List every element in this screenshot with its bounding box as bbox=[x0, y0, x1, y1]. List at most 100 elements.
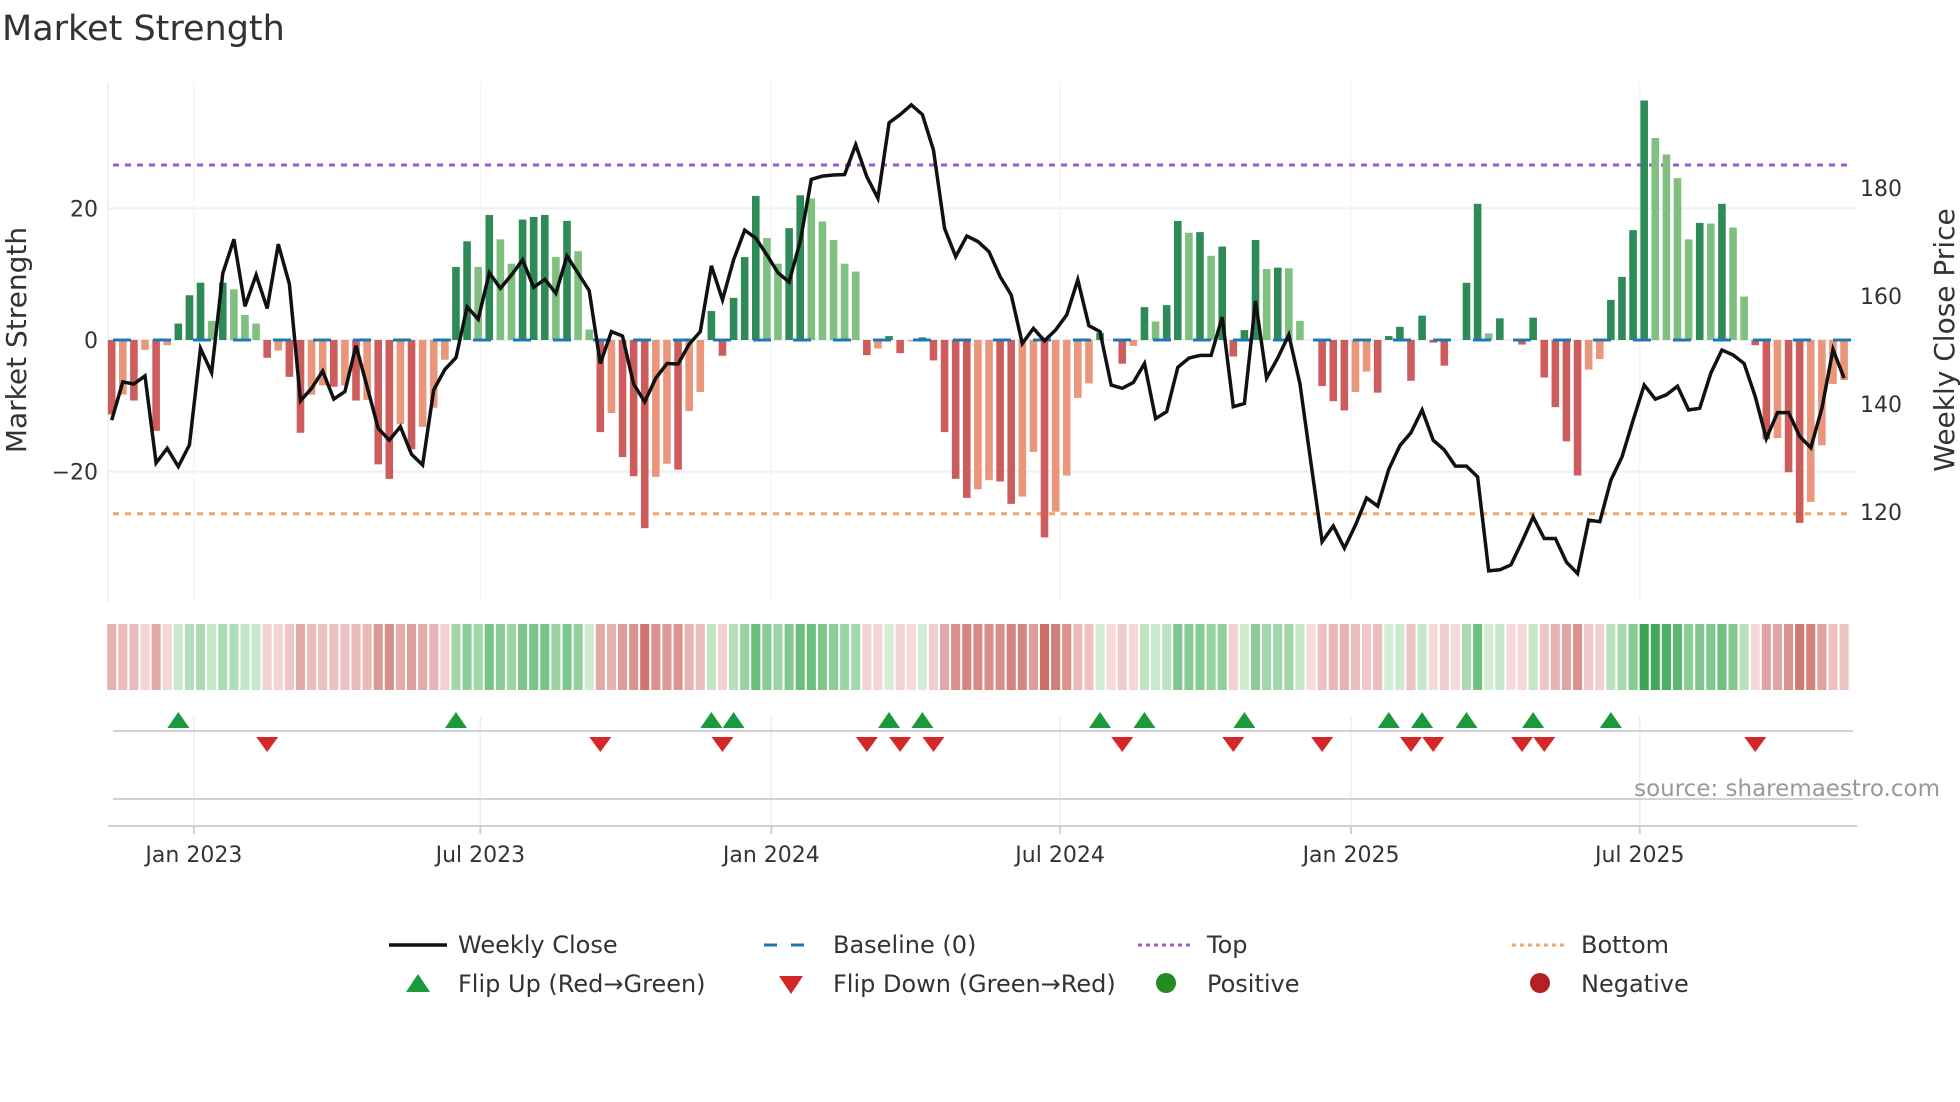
y2-tick-label: 120 bbox=[1860, 501, 1902, 526]
heat-cell bbox=[617, 624, 628, 690]
strength-bar bbox=[807, 198, 816, 340]
strength-bar bbox=[385, 340, 394, 479]
strength-bar bbox=[1629, 230, 1637, 340]
strength-bar bbox=[1695, 222, 1704, 340]
legend-item-bottom[interactable]: Bottom bbox=[1512, 931, 1669, 959]
heat-cell bbox=[1639, 624, 1649, 690]
y2-tick-label: 160 bbox=[1860, 285, 1902, 310]
heat-cell bbox=[451, 624, 461, 690]
strength-bar bbox=[596, 340, 605, 433]
strength-bar bbox=[1407, 340, 1415, 381]
y2-axis-label: Weekly Close Price bbox=[1928, 208, 1960, 471]
strength-bar bbox=[585, 329, 594, 340]
flip-up-marker bbox=[167, 712, 190, 728]
heat-cell bbox=[1228, 624, 1238, 690]
strength-bar bbox=[607, 340, 616, 414]
heat-cell bbox=[1750, 624, 1760, 690]
strength-bar bbox=[263, 340, 271, 358]
strength-bar bbox=[1396, 326, 1404, 340]
strength-bar bbox=[996, 340, 1004, 482]
heat-cell bbox=[1428, 624, 1438, 690]
heat-cell bbox=[1184, 624, 1194, 690]
legend-label: Top bbox=[1206, 931, 1248, 959]
flip-up-marker bbox=[1455, 712, 1478, 728]
strength-bar bbox=[474, 266, 482, 340]
heat-cell bbox=[1439, 624, 1449, 690]
flip-down-marker bbox=[589, 737, 612, 752]
heat-cell bbox=[406, 624, 417, 690]
heat-cell bbox=[662, 624, 672, 690]
x-tick-label: Jul 2025 bbox=[1593, 843, 1685, 868]
legend-item-top[interactable]: Top bbox=[1138, 931, 1248, 959]
strength-bar bbox=[851, 271, 860, 340]
strength-bar bbox=[330, 340, 338, 387]
legend-item-flip-down[interactable]: Flip Down (Green→Red) bbox=[779, 970, 1116, 998]
circle-negative-icon bbox=[1530, 973, 1550, 993]
legend-item-flip-up[interactable]: Flip Up (Red→Green) bbox=[406, 970, 706, 998]
legend-label: Baseline (0) bbox=[833, 931, 976, 959]
flip-markers bbox=[167, 712, 1767, 752]
heat-cell bbox=[584, 624, 594, 690]
legend-item-baseline[interactable]: Baseline (0) bbox=[764, 931, 976, 959]
strength-bar bbox=[751, 195, 760, 340]
strength-bar bbox=[1473, 203, 1482, 340]
heat-cell bbox=[495, 624, 505, 690]
heat-cell bbox=[928, 624, 939, 690]
strength-heat-strip bbox=[107, 624, 1849, 690]
strength-bar bbox=[1140, 307, 1149, 340]
heat-cell bbox=[240, 624, 250, 690]
heat-cell bbox=[484, 624, 494, 690]
strength-bar bbox=[1129, 340, 1138, 346]
strength-bar bbox=[396, 340, 405, 425]
strength-bar bbox=[1673, 178, 1682, 340]
legend-item-positive[interactable]: Positive bbox=[1156, 970, 1300, 998]
heat-cell bbox=[984, 624, 994, 690]
heat-cell bbox=[273, 624, 283, 690]
strength-bar bbox=[1329, 340, 1338, 402]
strength-bar bbox=[141, 340, 149, 350]
heat-cell bbox=[784, 624, 794, 690]
flip-up-marker bbox=[1133, 712, 1156, 728]
strength-bar bbox=[1074, 340, 1082, 398]
strength-bar bbox=[152, 340, 160, 431]
legend-item-weekly-close[interactable]: Weekly Close bbox=[389, 931, 618, 959]
strength-bar bbox=[1240, 330, 1249, 340]
heat-cell bbox=[1373, 624, 1383, 690]
heat-cell bbox=[1339, 624, 1349, 690]
x-tick-label: Jan 2025 bbox=[1301, 843, 1400, 868]
strength-bar bbox=[552, 257, 560, 340]
strength-bar bbox=[119, 340, 127, 395]
heat-cell bbox=[1295, 624, 1305, 690]
strength-bar bbox=[796, 195, 805, 340]
y-tick-label: 0 bbox=[84, 329, 98, 354]
heat-cell bbox=[595, 624, 605, 690]
legend-item-negative[interactable]: Negative bbox=[1530, 970, 1689, 998]
strength-bar bbox=[1285, 268, 1293, 340]
heat-cell bbox=[806, 624, 816, 690]
strength-bar bbox=[285, 340, 294, 377]
strength-bar bbox=[374, 340, 383, 465]
heat-cell bbox=[1528, 624, 1538, 690]
strength-bar bbox=[1373, 340, 1382, 393]
strength-bar bbox=[1518, 340, 1526, 345]
heat-cell bbox=[1617, 624, 1627, 690]
heat-cell bbox=[218, 624, 228, 690]
heat-cell bbox=[851, 624, 861, 690]
strength-bar bbox=[1573, 340, 1582, 476]
heat-cell bbox=[673, 624, 683, 690]
strength-bar bbox=[663, 340, 671, 464]
strength-bar bbox=[1540, 340, 1549, 378]
strength-bar bbox=[407, 340, 416, 450]
heat-cell bbox=[1606, 624, 1616, 690]
strength-bar bbox=[1296, 320, 1304, 340]
heat-cell bbox=[195, 624, 206, 690]
heat-cell bbox=[329, 624, 339, 690]
heat-cell bbox=[362, 624, 372, 690]
strength-bar bbox=[574, 251, 582, 340]
heat-cell bbox=[518, 624, 528, 690]
heat-cell bbox=[951, 624, 961, 690]
flip-down-marker bbox=[1311, 737, 1334, 752]
flip-down-marker bbox=[1399, 737, 1422, 752]
strength-bar bbox=[1151, 321, 1160, 340]
flip-up-marker bbox=[1411, 712, 1434, 728]
